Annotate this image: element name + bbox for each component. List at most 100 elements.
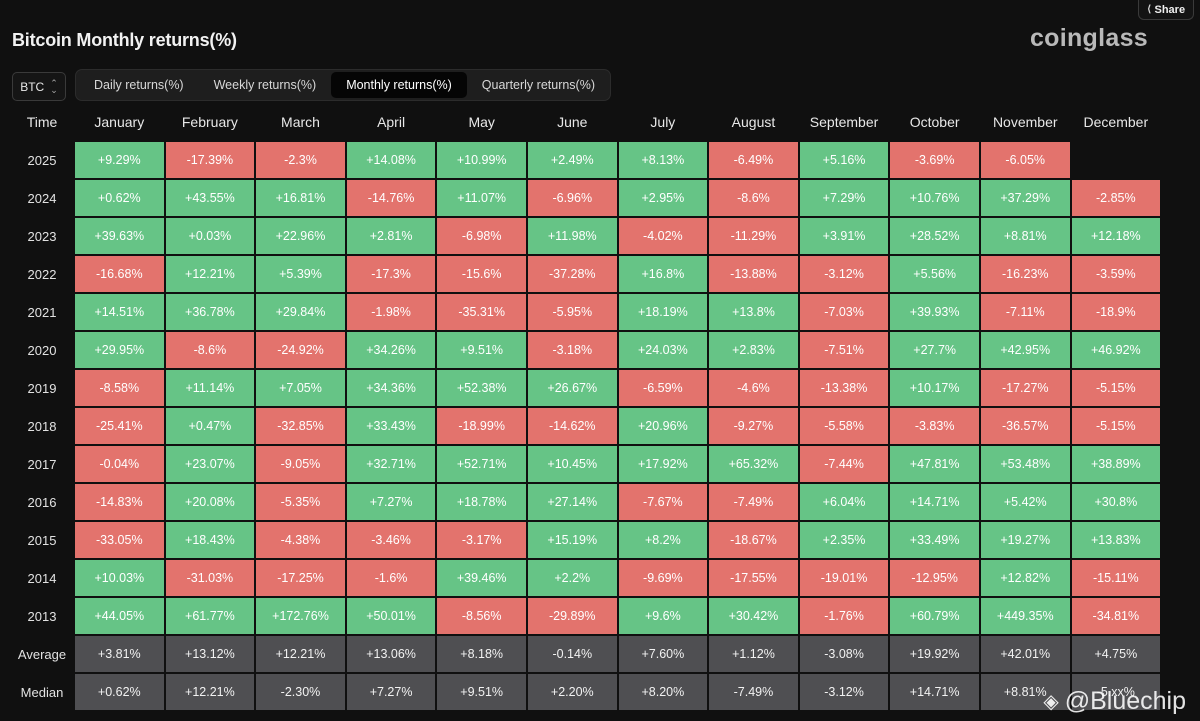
stat-cell: +0.62% (75, 674, 164, 710)
return-cell: +11.07% (437, 180, 526, 216)
stat-cell: +13.06% (346, 636, 436, 672)
return-cell: -18.99% (437, 408, 526, 444)
return-cell: +23.07% (165, 446, 255, 482)
stat-cell: +19.92% (890, 636, 979, 672)
return-cell: +5.56% (890, 256, 979, 292)
stat-cell: +13.12% (165, 636, 255, 672)
return-cell: -4.6% (709, 370, 798, 406)
return-cell: +20.96% (618, 408, 708, 444)
return-cell: +60.79% (890, 598, 979, 634)
tab-weekly-returns[interactable]: Weekly returns(%) (213, 78, 317, 92)
column-header-june: June (557, 114, 588, 130)
return-cell: +0.62% (75, 180, 164, 216)
return-cell: +52.71% (437, 446, 526, 482)
column-header-april: April (377, 114, 406, 130)
return-cell: +15.19% (527, 522, 617, 558)
return-cell: +29.84% (256, 294, 345, 330)
return-cell: +449.35% (980, 598, 1070, 634)
return-cell: +32.71% (346, 446, 436, 482)
return-cell: +12.21% (165, 256, 255, 292)
return-cell: -2.85% (1071, 180, 1161, 216)
column-header-october: October (909, 114, 960, 130)
return-cell: -8.6% (709, 180, 798, 216)
return-cell: -18.9% (1071, 294, 1161, 330)
return-cell: +10.76% (890, 180, 979, 216)
return-cell: -1.76% (799, 598, 889, 634)
return-cell: +12.82% (980, 560, 1070, 596)
return-cell: -11.29% (709, 218, 798, 254)
return-cell: -32.85% (256, 408, 345, 444)
row-label: 2017 (27, 456, 57, 472)
stat-cell: -7.49% (709, 674, 798, 710)
column-header-september: September (809, 114, 879, 130)
return-cell: +11.14% (165, 370, 255, 406)
return-cell: -6.49% (709, 142, 798, 178)
return-cell: -19.01% (799, 560, 889, 596)
return-cell: +8.2% (618, 522, 708, 558)
return-cell: -13.38% (799, 370, 889, 406)
return-cell: +34.26% (346, 332, 436, 368)
return-cell: -5.35% (256, 484, 345, 520)
row-label: Median (20, 684, 64, 700)
return-cell: -7.44% (799, 446, 889, 482)
return-cell: -3.46% (346, 522, 436, 558)
column-header-may: May (468, 114, 495, 130)
stat-cell: +42.01% (980, 636, 1070, 672)
column-header-time: Time (26, 114, 58, 130)
stat-cell: +8.20% (618, 674, 708, 710)
share-button[interactable]: ⟨ Share (1138, 0, 1194, 20)
share-icon: ⟨ (1146, 4, 1152, 15)
return-cell: -36.57% (980, 408, 1070, 444)
returns-table: Time January February March April May June July… (10, 103, 1162, 711)
return-cell: +22.96% (256, 218, 345, 254)
return-cell: +53.48% (980, 446, 1070, 482)
stat-cell: +1.12% (709, 636, 798, 672)
return-cell: +9.51% (437, 332, 526, 368)
return-cell: -33.05% (75, 522, 164, 558)
return-cell: -9.69% (618, 560, 708, 596)
return-cell: +7.05% (256, 370, 345, 406)
stat-cell: -3.12% (799, 674, 889, 710)
return-cell: -17.27% (980, 370, 1070, 406)
stat-cell: -3.08% (799, 636, 889, 672)
return-cell: +14.71% (890, 484, 979, 520)
return-cell: +9.6% (618, 598, 708, 634)
return-cell: +5.39% (256, 256, 345, 292)
return-cell: +18.19% (618, 294, 708, 330)
column-header-november: November (992, 114, 1058, 130)
tab-daily-returns[interactable]: Daily returns(%) (94, 78, 184, 92)
return-cell: -29.89% (527, 598, 617, 634)
return-cell: +13.83% (1071, 522, 1161, 558)
return-cell: +2.83% (709, 332, 798, 368)
return-cell: +13.8% (709, 294, 798, 330)
return-cell: +6.04% (799, 484, 889, 520)
return-cell: -1.6% (346, 560, 436, 596)
return-cell: +27.14% (527, 484, 617, 520)
return-cell: +172.76% (256, 598, 345, 634)
return-cell: -3.59% (1071, 256, 1161, 292)
row-label: 2021 (27, 304, 57, 320)
stat-cell: +9.51% (437, 674, 526, 710)
return-cell: +19.27% (980, 522, 1070, 558)
brand-logo: coinglass (1029, 24, 1148, 52)
row-label: 2019 (27, 380, 57, 396)
row-label: 2016 (27, 494, 57, 510)
return-cell: +47.81% (890, 446, 979, 482)
return-cell: -31.03% (165, 560, 255, 596)
row-label: 2015 (27, 532, 57, 548)
tab-monthly-returns[interactable]: Monthly returns(%) (331, 72, 467, 98)
return-cell: +46.92% (1071, 332, 1161, 368)
return-cell: +0.03% (165, 218, 255, 254)
return-cell: -2.3% (256, 142, 345, 178)
return-cell: +16.8% (618, 256, 708, 292)
return-cell: -7.49% (709, 484, 798, 520)
stat-cell: +12.21% (256, 636, 345, 672)
return-cell: -3.17% (437, 522, 526, 558)
return-cell: -5.58% (799, 408, 889, 444)
row-label: 2018 (27, 418, 57, 434)
return-cell: -17.3% (346, 256, 436, 292)
return-cell: +28.52% (890, 218, 979, 254)
coin-select[interactable]: BTC ⌃ ⌄ (12, 72, 66, 101)
column-header-july: July (650, 114, 676, 130)
tab-quarterly-returns[interactable]: Quarterly returns(%) (481, 78, 596, 92)
